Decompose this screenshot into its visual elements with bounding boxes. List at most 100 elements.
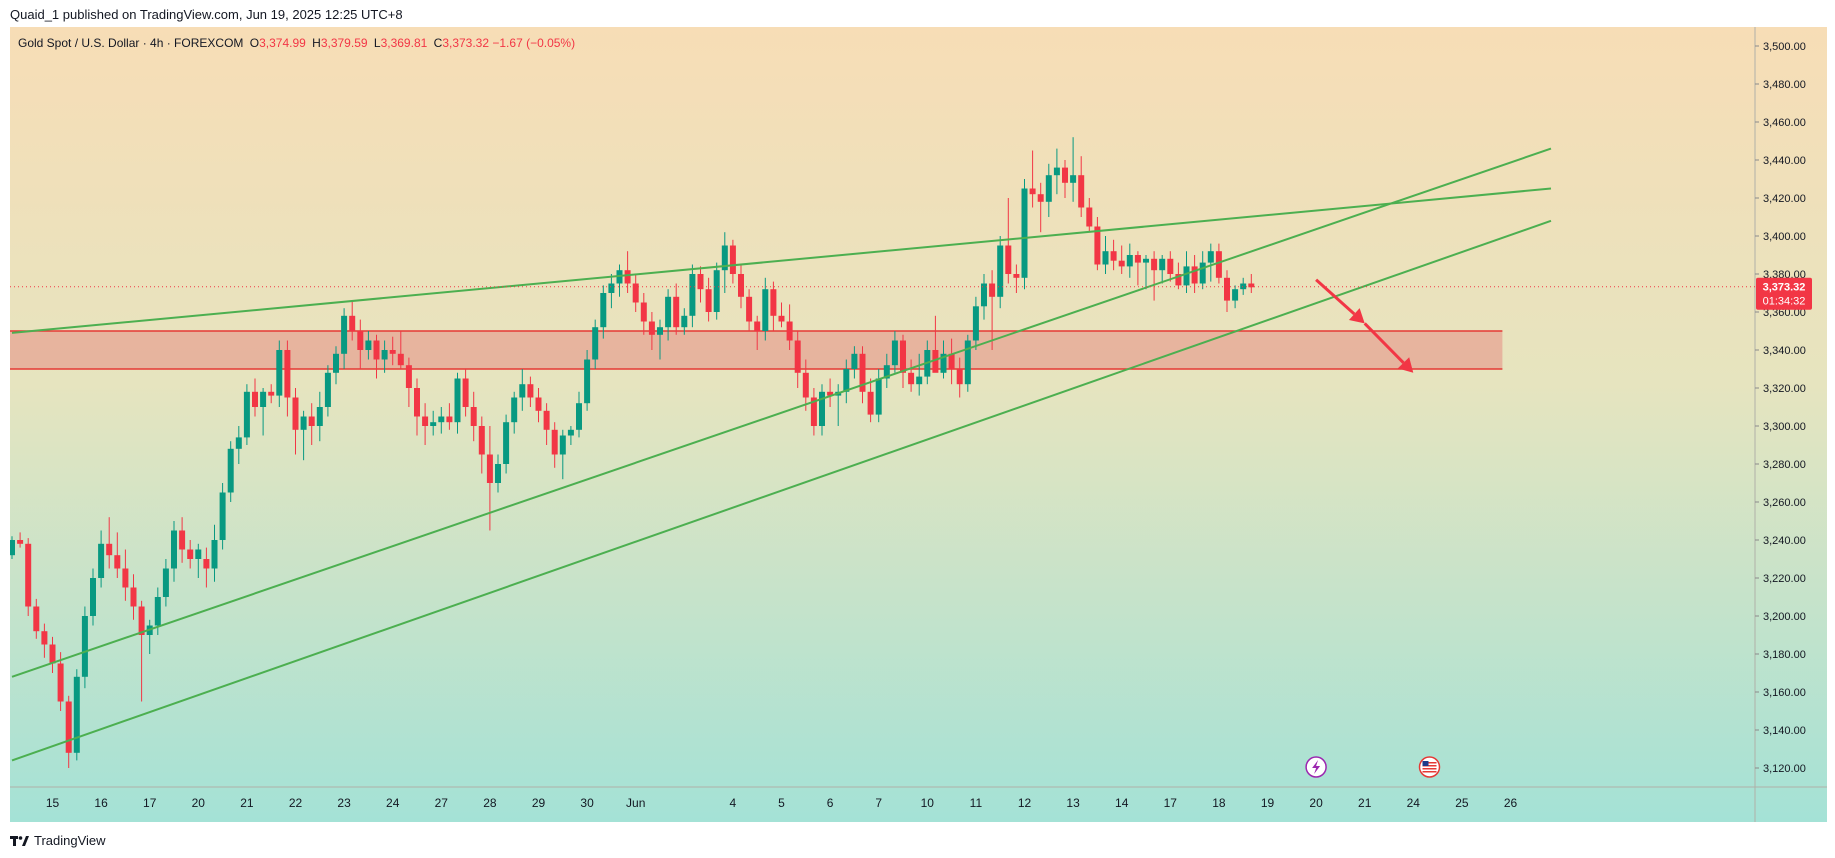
candle[interactable] (373, 334, 380, 379)
candle[interactable] (665, 289, 672, 341)
candle[interactable] (235, 426, 242, 464)
candle[interactable] (308, 403, 315, 445)
candle[interactable] (705, 277, 712, 322)
candle[interactable] (608, 274, 615, 309)
candle[interactable] (689, 264, 696, 328)
candle[interactable] (1110, 239, 1117, 271)
candle[interactable] (900, 334, 906, 388)
candle[interactable] (1224, 270, 1230, 312)
chart-frame[interactable]: 3,120.00 3,140.00 3,160.00 3,180.00 3,200.00… (10, 27, 1827, 822)
candle[interactable] (25, 538, 32, 616)
flash-event-icon[interactable] (1305, 756, 1327, 778)
candle[interactable] (632, 274, 639, 312)
candle[interactable] (770, 281, 777, 331)
candle[interactable] (1207, 243, 1214, 282)
candle[interactable] (543, 403, 550, 445)
candle[interactable] (972, 296, 979, 350)
footer-brand[interactable]: TradingView (10, 833, 106, 848)
candle[interactable] (90, 568, 96, 626)
candle[interactable] (1086, 198, 1093, 233)
middle-channel-line[interactable] (11, 147, 1552, 678)
candle[interactable] (65, 695, 72, 768)
lower-channel-line[interactable] (11, 219, 1552, 762)
candle[interactable] (284, 340, 291, 417)
candle[interactable] (405, 357, 412, 407)
candle[interactable] (122, 549, 129, 601)
candle[interactable] (300, 410, 307, 461)
candle[interactable] (17, 532, 24, 548)
candle[interactable] (324, 365, 331, 417)
candle[interactable] (981, 274, 987, 320)
candle[interactable] (187, 540, 194, 569)
candle[interactable] (10, 536, 15, 559)
candle[interactable] (657, 319, 663, 360)
candle[interactable] (114, 532, 121, 578)
candle[interactable] (219, 483, 226, 550)
candle[interactable] (414, 378, 420, 436)
candle[interactable] (827, 378, 834, 408)
candle[interactable] (584, 350, 591, 411)
candle[interactable] (81, 606, 88, 689)
candle[interactable] (997, 236, 1004, 309)
candle[interactable] (1199, 251, 1206, 290)
candle[interactable] (851, 346, 858, 379)
candle[interactable] (859, 346, 866, 404)
candle[interactable] (260, 388, 267, 436)
candle[interactable] (1240, 277, 1247, 295)
candle[interactable] (908, 359, 915, 392)
candle[interactable] (932, 315, 939, 373)
us-flag-event-icon[interactable] (1418, 756, 1441, 778)
candle[interactable] (203, 547, 210, 588)
candle[interactable] (470, 391, 477, 442)
candle[interactable] (57, 652, 64, 711)
candle[interactable] (195, 543, 202, 578)
candle[interactable] (333, 346, 339, 385)
candle[interactable] (1045, 163, 1052, 217)
candle[interactable] (1013, 264, 1020, 294)
candle[interactable] (1118, 245, 1125, 275)
candle[interactable] (754, 315, 761, 350)
candle[interactable] (211, 524, 218, 582)
candle[interactable] (1021, 179, 1028, 290)
candle[interactable] (673, 283, 680, 335)
candle[interactable] (341, 308, 348, 369)
candle[interactable] (600, 285, 607, 339)
candle[interactable] (729, 239, 736, 284)
candle[interactable] (916, 353, 923, 396)
candle[interactable] (171, 521, 177, 582)
candle[interactable] (948, 338, 955, 385)
candle[interactable] (640, 293, 647, 335)
candle[interactable] (940, 340, 947, 379)
candle[interactable] (49, 636, 56, 673)
candle[interactable] (819, 384, 825, 436)
candle[interactable] (389, 336, 396, 366)
candle[interactable] (1183, 251, 1190, 293)
candle[interactable] (1143, 255, 1149, 290)
candle[interactable] (1134, 251, 1141, 286)
candle[interactable] (1248, 274, 1255, 293)
candle[interactable] (989, 270, 996, 350)
candle[interactable] (891, 331, 898, 373)
candle[interactable] (292, 388, 299, 455)
candle[interactable] (794, 331, 801, 388)
candle[interactable] (138, 600, 145, 702)
price-chart[interactable]: 3,120.00 3,140.00 3,160.00 3,180.00 3,200.00… (10, 27, 1827, 822)
candle[interactable] (551, 422, 558, 468)
candle[interactable] (713, 262, 720, 320)
candle[interactable] (746, 289, 753, 331)
candle[interactable] (276, 340, 283, 408)
candle[interactable] (697, 266, 704, 303)
last-price-badge[interactable]: 3,373.32 01:34:32 (1756, 277, 1812, 310)
candle[interactable] (511, 391, 518, 434)
candle[interactable] (738, 264, 744, 309)
candle[interactable] (503, 414, 510, 474)
candle[interactable] (778, 302, 785, 328)
candle[interactable] (268, 384, 275, 404)
candle[interactable] (810, 388, 817, 436)
upper-resistance-line[interactable] (11, 187, 1552, 334)
candle[interactable] (576, 391, 582, 438)
candle[interactable] (956, 357, 963, 398)
candle[interactable] (843, 359, 850, 404)
candle[interactable] (243, 384, 250, 445)
candle[interactable] (1167, 251, 1174, 282)
